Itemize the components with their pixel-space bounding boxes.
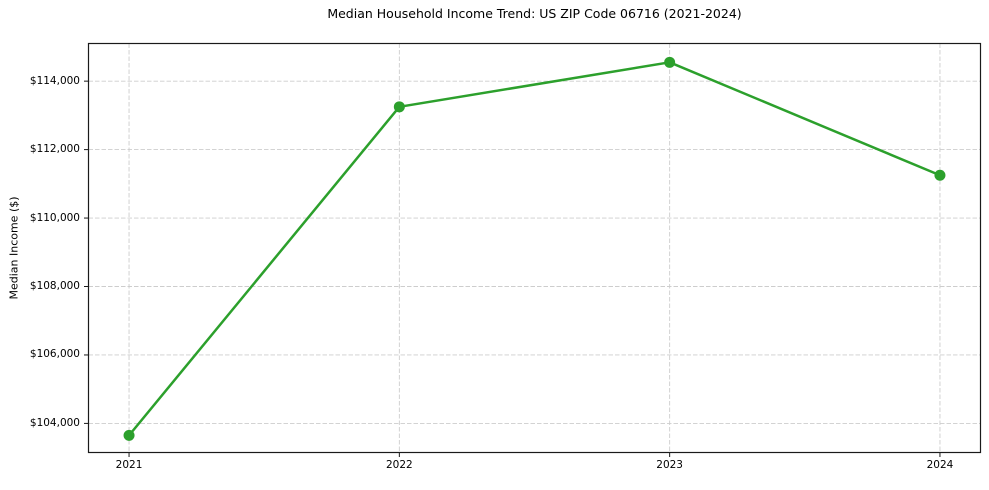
y-tick-label: $106,000: [29, 348, 80, 361]
x-tick-label: 2023: [656, 458, 683, 471]
x-tick-label: 2022: [385, 458, 413, 471]
axes-border: [87, 42, 982, 454]
y-tick-label: $110,000: [29, 211, 80, 224]
data-point-marker: [664, 56, 676, 68]
y-tick-label: $112,000: [29, 143, 80, 156]
chart-title: Median Household Income Trend: US ZIP Co…: [327, 6, 742, 21]
data-point-marker: [123, 429, 135, 441]
y-tick-label: $108,000: [29, 280, 80, 292]
data-point-marker: [393, 101, 405, 113]
x-tick-label: 2024: [926, 458, 954, 471]
y-tick-label: $104,000: [29, 416, 80, 429]
y-tick-label: $114,000: [29, 74, 80, 87]
income-trend-line: [127, 61, 942, 437]
x-tick-label: 2021: [115, 458, 143, 471]
data-point-marker: [934, 169, 946, 181]
